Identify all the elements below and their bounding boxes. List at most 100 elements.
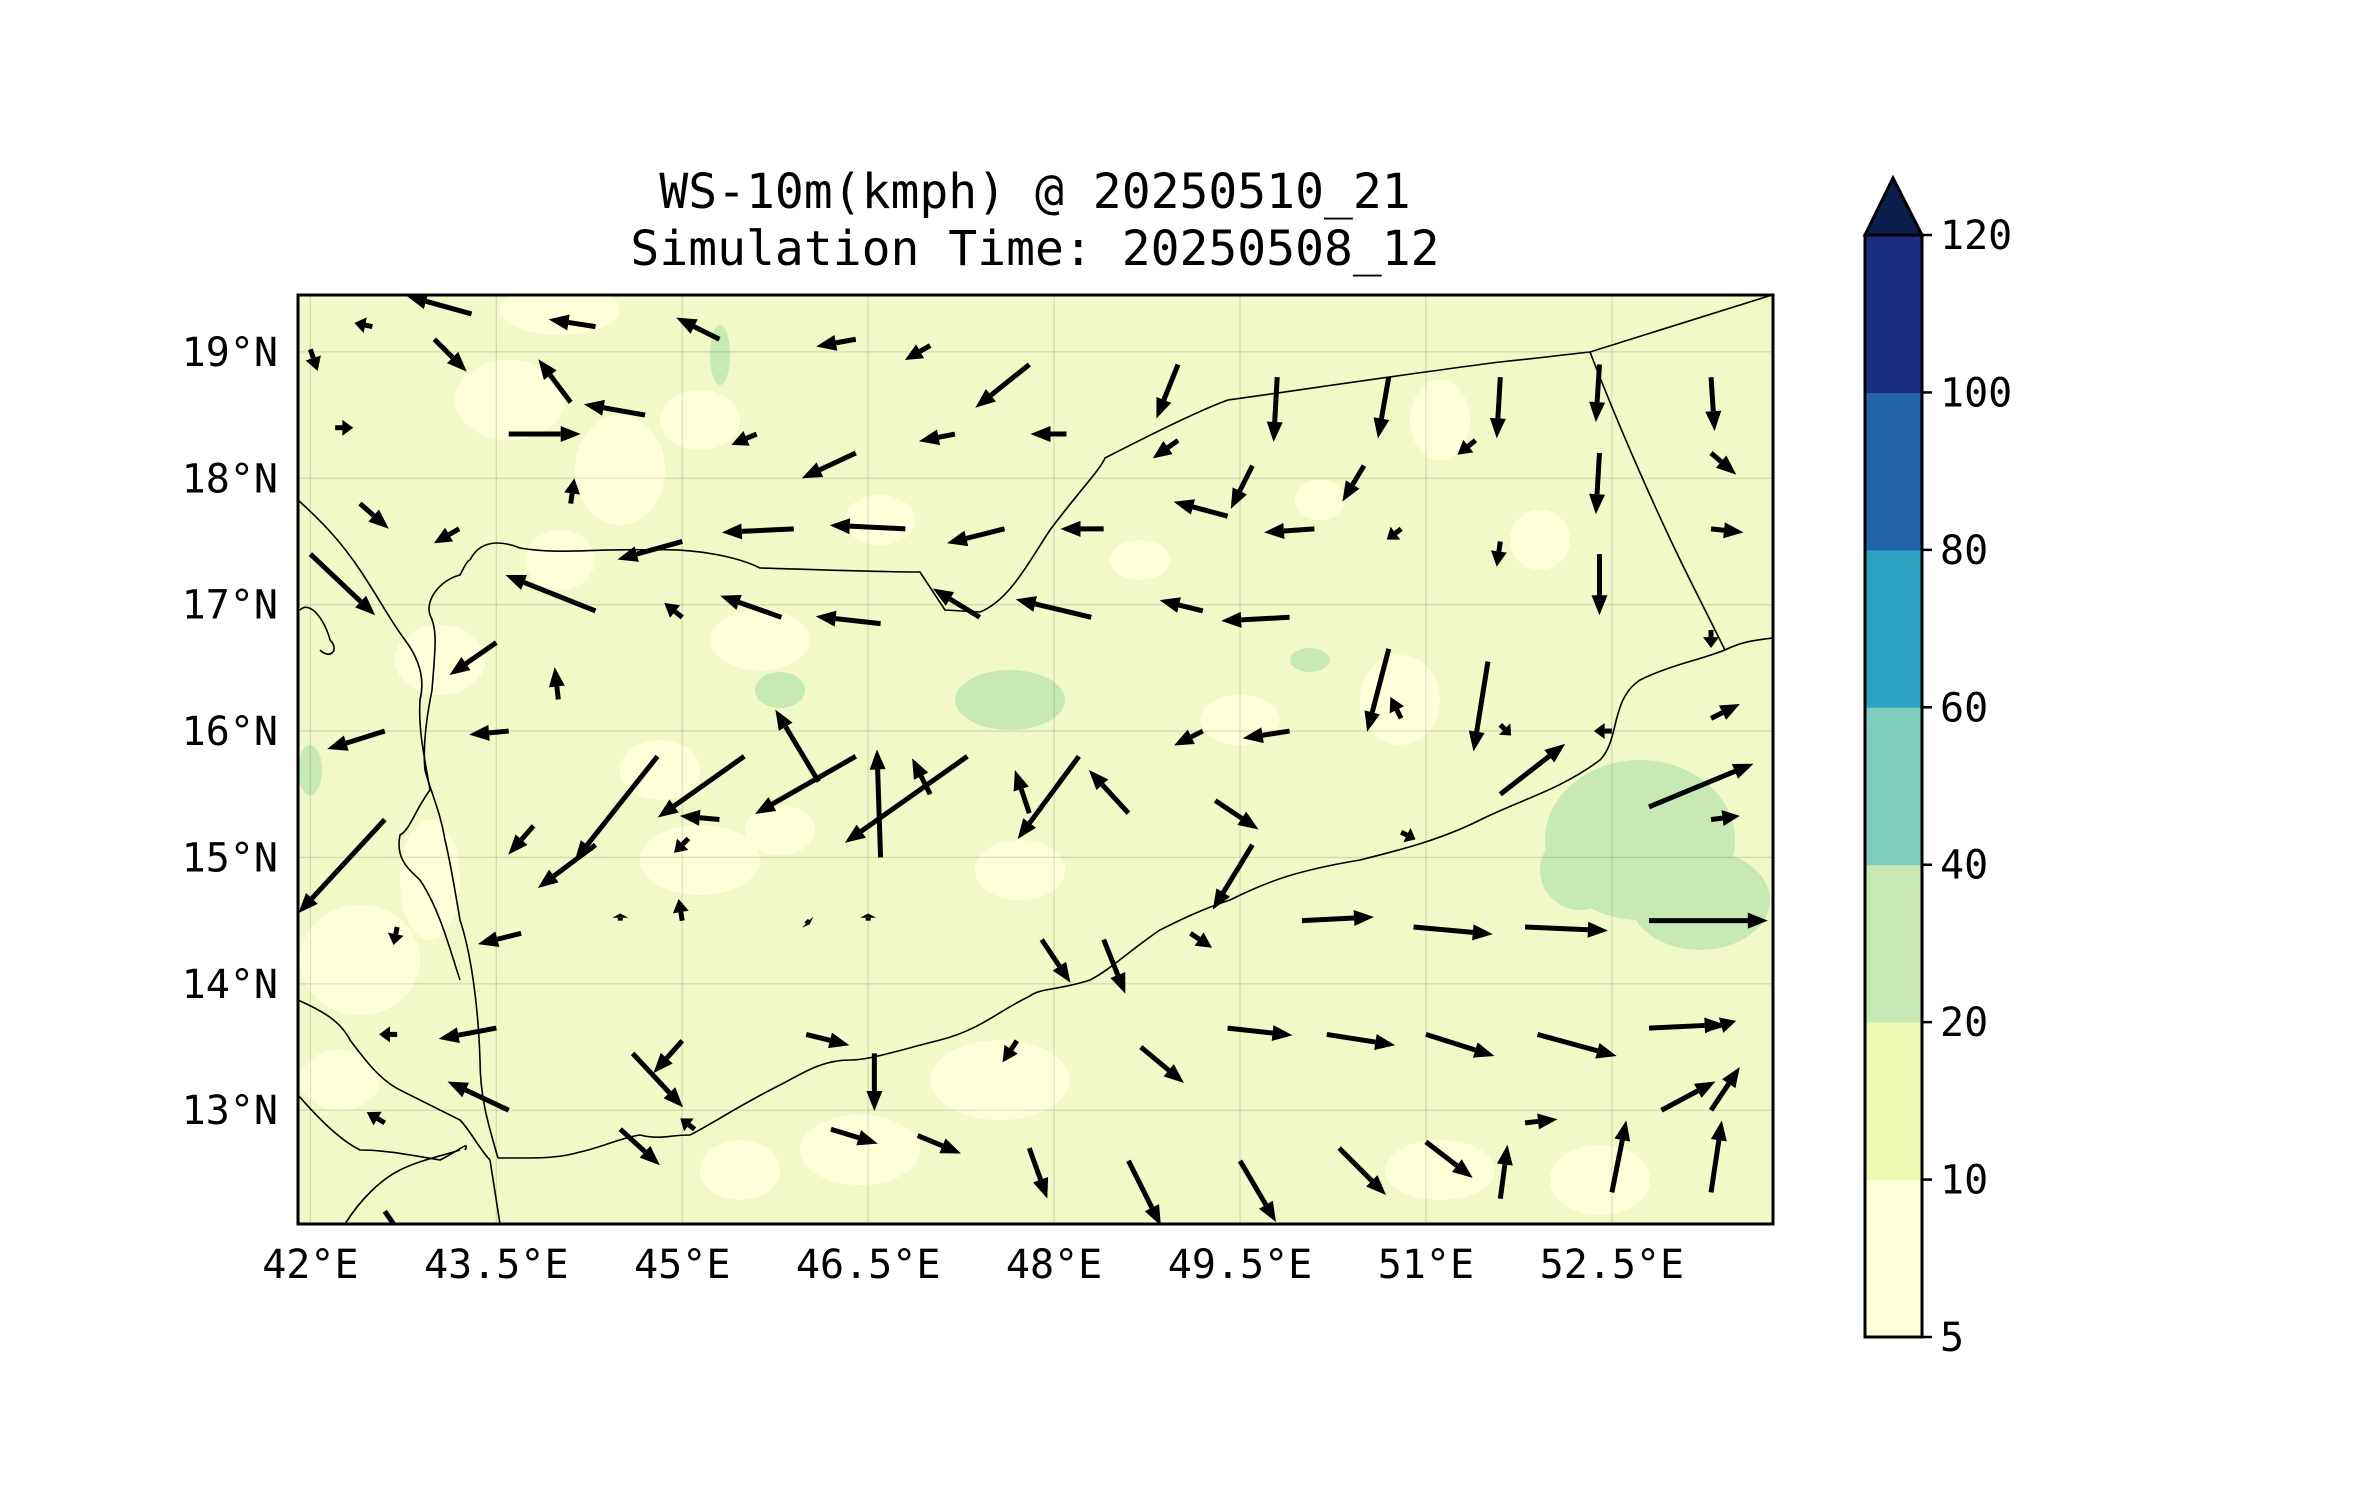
wind-vector	[1212, 843, 1255, 910]
wind-vector	[447, 1081, 510, 1113]
x-tick-label: 49.5°E	[1168, 1242, 1313, 1288]
wind-vector	[1424, 1139, 1473, 1178]
wind-vector	[469, 724, 509, 741]
wind-vector	[1425, 1032, 1495, 1058]
wind-vector	[975, 362, 1031, 408]
wind-vector	[916, 1133, 961, 1154]
colorbar-segment	[1865, 864, 1922, 1023]
wind-vector	[1373, 376, 1392, 439]
wind-vector	[1457, 438, 1478, 455]
x-tick-label: 51°E	[1378, 1242, 1474, 1288]
coastlines	[298, 295, 1773, 1224]
wind-vector	[548, 667, 565, 700]
wind-vector	[1389, 696, 1404, 720]
wind-vector	[1152, 438, 1180, 459]
wind-vector	[674, 836, 691, 853]
wind-vector	[508, 426, 581, 443]
y-tick-label: 14°N	[182, 962, 278, 1008]
wind-vector	[815, 610, 881, 627]
wind-vector	[1708, 1067, 1740, 1112]
wind-vector	[1524, 1113, 1558, 1130]
wind-vector	[1026, 1147, 1049, 1199]
somalia-coast	[298, 1094, 467, 1161]
wind-vector	[617, 539, 683, 562]
colorbar-tick-label: 20	[1940, 1000, 1988, 1046]
wind-vector	[1002, 1039, 1019, 1063]
wind-vector	[1709, 451, 1737, 475]
wind-vector	[860, 913, 877, 921]
x-axis-ticks: 42°E 43.5°E 45°E 46.5°E 48°E 49.5°E 51°E 52.5°E	[262, 1242, 1684, 1288]
wind-vector	[731, 431, 758, 446]
map-frame	[296, 293, 1775, 1226]
wind-vector	[1709, 704, 1740, 721]
wind-vector	[387, 926, 404, 945]
dahlak-islands	[299, 606, 335, 655]
wind-vector	[801, 916, 814, 928]
colorbar-tick-label: 40	[1940, 843, 1988, 889]
wind-vector	[946, 526, 1006, 547]
colorbar-segment	[1865, 235, 1922, 393]
wind-vector	[1364, 648, 1392, 732]
wind-vector	[1536, 1031, 1617, 1059]
wind-vector	[1609, 1120, 1631, 1193]
wind-vector	[1013, 770, 1032, 815]
wind-vector	[1703, 629, 1720, 648]
wind-vector	[1649, 912, 1768, 929]
wind-vector	[1266, 377, 1283, 442]
wind-vector	[1326, 1031, 1396, 1050]
wind-vector	[1413, 924, 1493, 941]
colorbar-tick-label: 5	[1940, 1315, 1964, 1361]
wind-vector	[1498, 722, 1512, 736]
wind-vector	[653, 1039, 685, 1074]
wind-vector	[1710, 1017, 1737, 1033]
wind-vector	[1159, 597, 1204, 614]
wind-vector	[1174, 728, 1204, 746]
colorbar-tick-label: 80	[1940, 528, 1988, 574]
wind-vector	[1708, 1120, 1727, 1193]
wind-vector	[1030, 426, 1067, 443]
wind-vector	[1342, 464, 1367, 502]
colorbar: 5 10 20 40 60 80 100 120	[1862, 174, 2012, 1361]
wind-vector	[1242, 727, 1290, 744]
djibouti-border	[344, 1149, 461, 1224]
wind-vector	[335, 419, 354, 436]
wind-vector	[672, 899, 689, 922]
wind-vector	[754, 754, 858, 814]
wind-vector	[612, 913, 629, 921]
wind-vector	[1386, 526, 1403, 540]
wind-vector	[438, 1025, 497, 1044]
wind-vector	[379, 1026, 398, 1043]
wind-vector	[1230, 464, 1255, 509]
wind-vector	[680, 1118, 697, 1132]
y-tick-label: 19°N	[182, 330, 278, 376]
wind-vector	[1593, 723, 1612, 740]
wind-vector	[358, 501, 389, 529]
y-tick-label: 17°N	[182, 583, 278, 629]
wind-vector	[1263, 523, 1315, 539]
wind-vector	[1591, 554, 1608, 616]
wind-vector	[1221, 611, 1290, 628]
wind-vector	[1060, 520, 1104, 537]
y-tick-label: 15°N	[182, 835, 278, 881]
wind-vector	[433, 526, 461, 544]
wind-vector	[1189, 931, 1213, 948]
wind-vector	[366, 1111, 387, 1126]
wind-vector	[1173, 499, 1229, 519]
wind-vector	[1337, 1146, 1386, 1195]
wind-vector	[1301, 910, 1374, 927]
colorbar-segment	[1865, 707, 1922, 866]
wind-vector	[1468, 661, 1491, 752]
wind-vector	[1227, 1025, 1293, 1042]
wind-vector	[805, 1031, 850, 1049]
x-tick-label: 52.5°E	[1540, 1242, 1685, 1288]
wind-vector	[932, 588, 982, 620]
wind-vector	[477, 930, 522, 948]
wind-vector	[630, 1051, 684, 1108]
wind-vector	[354, 317, 373, 334]
y-axis-ticks: 13°N 14°N 15°N 16°N 17°N 18°N 19°N	[182, 330, 278, 1134]
wind-vector	[1101, 938, 1126, 994]
wind-vector	[382, 1209, 397, 1224]
wind-vector	[564, 478, 581, 504]
colorbar-tick-label: 60	[1940, 685, 1988, 731]
